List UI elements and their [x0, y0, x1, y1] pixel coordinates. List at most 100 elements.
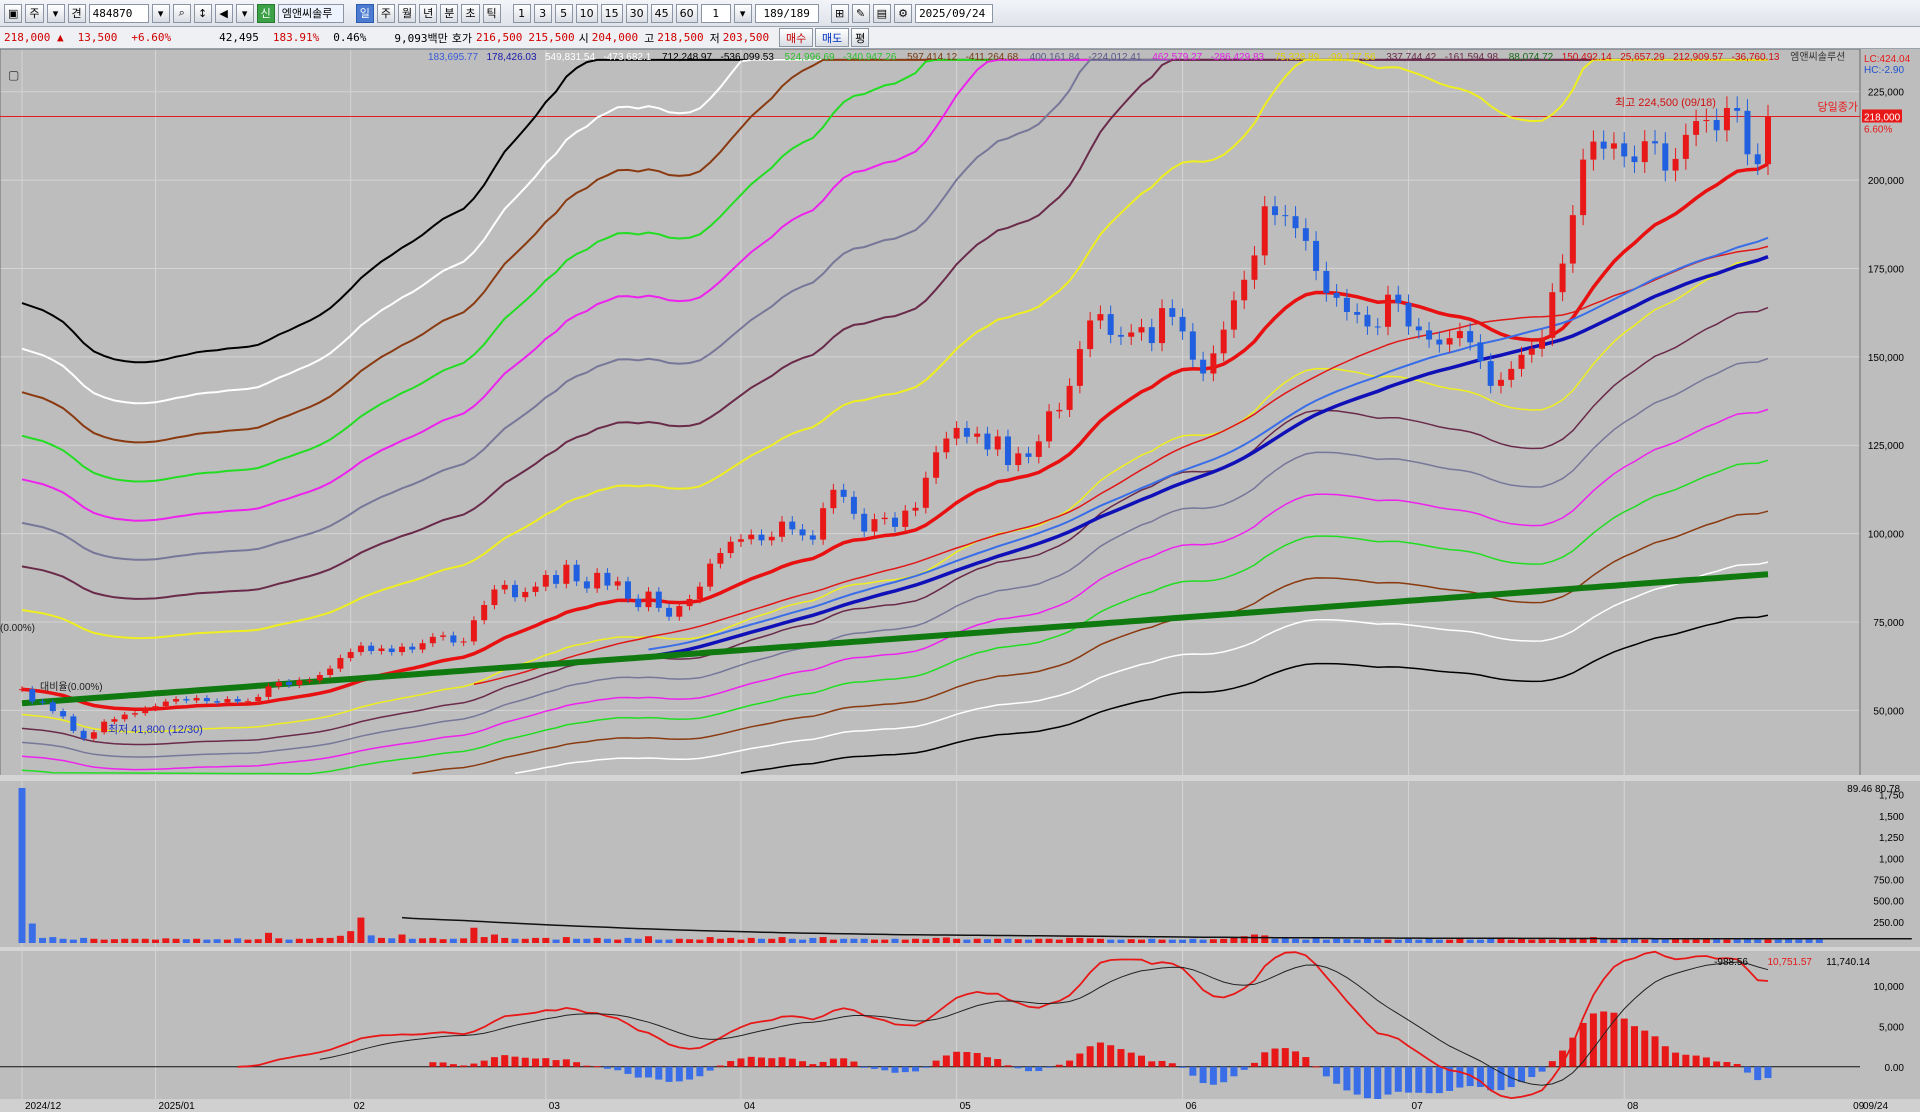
macd-histogram-bar [1312, 1066, 1320, 1068]
macd-tick: 5,000 [1879, 1023, 1904, 1034]
candle-body [1220, 329, 1227, 354]
ma-blue-dark [648, 255, 1769, 659]
moving-averages [21, 162, 1769, 711]
current-pct-label: 6.60% [1864, 124, 1892, 135]
overlay-value: 183,695.77 [428, 52, 478, 63]
candle-body [963, 427, 970, 437]
stock-name[interactable]: 엠앤씨솔루 [277, 3, 344, 23]
open-label: 시 [578, 31, 589, 45]
toolbar: ▣ 주 ▾ 견 484870 ▾ ⌕ ↕ ◀ ▾ 신 엠앤씨솔루 일 주 월 년… [0, 0, 1920, 27]
macd-histogram-bar [532, 1058, 540, 1067]
macd-histogram-bar [768, 1058, 776, 1067]
candle-body [193, 697, 200, 701]
tf-weekly[interactable]: 주 [376, 3, 396, 23]
tf-second[interactable]: 초 [461, 3, 480, 23]
macd-histogram-bar [1353, 1066, 1361, 1095]
min-30[interactable]: 30 [625, 3, 648, 23]
macd-histogram-bar [1250, 1062, 1258, 1067]
volume-bar [449, 938, 457, 943]
candle-body [90, 732, 97, 739]
volume-bar [1394, 939, 1402, 943]
volume-bar [110, 939, 118, 943]
tf-daily[interactable]: 일 [355, 3, 374, 23]
count-dropdown-icon[interactable]: ▾ [733, 3, 752, 23]
grid-icon[interactable]: ⊞ [830, 3, 849, 23]
candle-body [214, 701, 221, 703]
macd-histogram-bar [583, 1065, 591, 1067]
volume-bar [870, 939, 878, 943]
chart-area[interactable]: 최고 224,500 (09/18) 최저 41,800 (12/30) (0.00… [0, 49, 1920, 1112]
volume-bar [768, 938, 776, 943]
buy-button[interactable]: 매수 [779, 28, 814, 47]
candle-body [173, 699, 180, 702]
volume-bar [1569, 937, 1577, 943]
macd-histogram-bar [686, 1066, 694, 1080]
volume-bar [727, 937, 735, 943]
volume-bar [398, 934, 406, 943]
candle-body [1539, 337, 1546, 349]
macd-histogram-bar [1148, 1061, 1156, 1067]
macd-histogram-bar [1322, 1066, 1330, 1077]
volume-bar [778, 937, 786, 943]
volume-bar [1199, 939, 1207, 943]
macd-histogram-bar [1713, 1061, 1721, 1067]
tf-tick[interactable]: 틱 [482, 3, 501, 23]
volume-bar [152, 939, 160, 943]
overlay-value: 597,414.12 [907, 52, 957, 63]
envelope-lower [21, 357, 1769, 758]
min-1[interactable]: 1 [512, 3, 531, 23]
overlay-value: -286,429.83 [1211, 52, 1265, 63]
layout-icon[interactable]: ▣ [4, 3, 23, 23]
candle-body [1590, 141, 1597, 160]
code-input[interactable]: 484870 [88, 3, 149, 23]
chevron-down-icon[interactable]: ▾ [46, 3, 65, 23]
arrow-icon[interactable]: ↕ [193, 3, 212, 23]
date-input[interactable]: 2025/09/24 [915, 3, 994, 23]
candle-body [1559, 263, 1566, 293]
ma-blue-light [648, 236, 1769, 651]
candle-body [1189, 331, 1196, 360]
min-10[interactable]: 10 [575, 3, 598, 23]
ask: 216,500 [475, 31, 523, 44]
overlay-value: -411,264.68 [966, 52, 1019, 63]
gear-icon[interactable]: ⚙ [894, 3, 913, 23]
avg-button[interactable]: 평 [851, 28, 870, 47]
min-15[interactable]: 15 [600, 3, 623, 23]
candle-body [306, 680, 313, 682]
macd-histogram-bar [716, 1065, 724, 1067]
tool-icon[interactable]: ✎ [851, 3, 870, 23]
min-45[interactable]: 45 [650, 3, 673, 23]
candle-body [183, 699, 190, 701]
volume-bar [234, 938, 242, 943]
tf-yearly[interactable]: 년 [419, 3, 438, 23]
macd-histogram-bar [727, 1061, 735, 1067]
min-60[interactable]: 60 [675, 3, 698, 23]
tf-monthly[interactable]: 월 [398, 3, 417, 23]
save-icon[interactable]: ▤ [872, 3, 892, 23]
volume-bar [1415, 939, 1423, 943]
min-3[interactable]: 3 [533, 3, 552, 23]
search-icon[interactable]: ⌕ [172, 3, 191, 23]
candle-body [1672, 158, 1679, 171]
candle-body [1703, 120, 1710, 122]
macd-histogram-bar [953, 1051, 961, 1067]
macd-histogram-bar [624, 1066, 632, 1074]
volume-tick: 750.00 [1873, 875, 1904, 886]
candle-body [1415, 326, 1422, 331]
candle-body [481, 605, 488, 621]
period-select[interactable]: 주 [25, 3, 44, 23]
sell-button[interactable]: 매도 [815, 28, 850, 47]
min-5[interactable]: 5 [554, 3, 573, 23]
mode-button[interactable]: 견 [67, 3, 86, 23]
candle-body [676, 606, 683, 617]
macd-histogram-bar [973, 1053, 981, 1067]
tf-minute[interactable]: 분 [440, 3, 459, 23]
menu-icon[interactable]: ▾ [235, 3, 254, 23]
candle-body [624, 581, 631, 599]
count-input[interactable]: 1 [700, 3, 731, 23]
x-tick: 08 [1627, 1101, 1639, 1112]
speaker-icon[interactable]: ◀ [214, 3, 233, 23]
volume-bar [1641, 939, 1649, 943]
volume-bar [367, 935, 375, 943]
code-dropdown-icon[interactable]: ▾ [151, 3, 170, 23]
